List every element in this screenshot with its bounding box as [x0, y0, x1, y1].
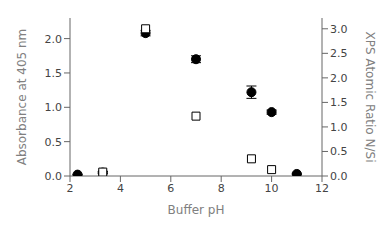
svg-text:0.0: 0.0 — [330, 170, 348, 183]
svg-text:Buffer pH: Buffer pH — [168, 203, 225, 217]
svg-text:0.0: 0.0 — [45, 170, 63, 183]
svg-text:2.0: 2.0 — [330, 72, 348, 85]
svg-text:0.5: 0.5 — [45, 136, 63, 149]
svg-text:10: 10 — [265, 182, 279, 195]
svg-text:0.5: 0.5 — [330, 145, 348, 158]
svg-text:8: 8 — [218, 182, 225, 195]
svg-text:1.0: 1.0 — [330, 121, 348, 134]
svg-text:1.0: 1.0 — [45, 101, 63, 114]
svg-text:2.0: 2.0 — [45, 33, 63, 46]
svg-text:3.0: 3.0 — [330, 23, 348, 36]
svg-text:4: 4 — [117, 182, 124, 195]
svg-text:2: 2 — [67, 182, 74, 195]
svg-text:Absorbance at 405 nm: Absorbance at 405 nm — [15, 29, 29, 166]
svg-text:1.5: 1.5 — [45, 67, 63, 80]
svg-text:XPS Atomic Ratio N/Si: XPS Atomic Ratio N/Si — [363, 32, 377, 163]
svg-text:1.5: 1.5 — [330, 96, 348, 109]
svg-text:6: 6 — [167, 182, 174, 195]
svg-text:2.5: 2.5 — [330, 47, 348, 60]
svg-text:12: 12 — [315, 182, 329, 195]
